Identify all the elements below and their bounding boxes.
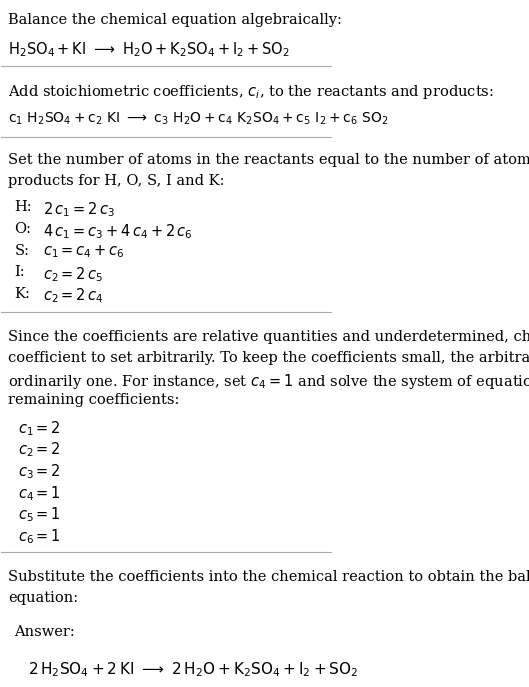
Text: coefficient to set arbitrarily. To keep the coefficients small, the arbitrary va: coefficient to set arbitrarily. To keep … <box>8 350 529 365</box>
Text: Substitute the coefficients into the chemical reaction to obtain the balanced: Substitute the coefficients into the che… <box>8 570 529 584</box>
Text: Since the coefficients are relative quantities and underdetermined, choose a: Since the coefficients are relative quan… <box>8 330 529 344</box>
Text: $\mathrm{c_1 \ H_2SO_4 + c_2 \ KI \ {\longrightarrow} \ c_3 \ H_2O + c_4 \ K_2SO: $\mathrm{c_1 \ H_2SO_4 + c_2 \ KI \ {\lo… <box>8 111 389 127</box>
Text: Set the number of atoms in the reactants equal to the number of atoms in the: Set the number of atoms in the reactants… <box>8 153 529 167</box>
Text: $c_4 = 1$: $c_4 = 1$ <box>18 484 61 503</box>
Text: $c_2 = 2\,c_5$: $c_2 = 2\,c_5$ <box>42 265 103 284</box>
Text: $c_1 = 2$: $c_1 = 2$ <box>18 419 61 438</box>
Text: O:: O: <box>15 222 32 236</box>
Text: $c_2 = 2$: $c_2 = 2$ <box>18 440 61 460</box>
Text: $c_1 = c_4 + c_6$: $c_1 = c_4 + c_6$ <box>42 244 124 260</box>
Text: I:: I: <box>15 265 25 279</box>
Text: $c_2 = 2\,c_4$: $c_2 = 2\,c_4$ <box>42 286 103 306</box>
Text: $\mathrm{H_2SO_4 + KI \ {\longrightarrow} \ H_2O + K_2SO_4 + I_2 + SO_2}$: $\mathrm{H_2SO_4 + KI \ {\longrightarrow… <box>8 41 290 59</box>
Text: ordinarily one. For instance, set $c_4 = 1$ and solve the system of equations fo: ordinarily one. For instance, set $c_4 =… <box>8 372 529 391</box>
Text: $c_6 = 1$: $c_6 = 1$ <box>18 527 61 545</box>
Text: Balance the chemical equation algebraically:: Balance the chemical equation algebraica… <box>8 12 342 27</box>
Text: $4\,c_1 = c_3 + 4\,c_4 + 2\,c_6$: $4\,c_1 = c_3 + 4\,c_4 + 2\,c_6$ <box>42 222 193 240</box>
Text: $c_3 = 2$: $c_3 = 2$ <box>18 462 61 481</box>
Text: K:: K: <box>15 286 31 301</box>
Text: equation:: equation: <box>8 591 78 605</box>
Text: Answer:: Answer: <box>15 624 75 639</box>
Text: remaining coefficients:: remaining coefficients: <box>8 393 179 407</box>
Text: $\mathrm{2\,H_2SO_4 + 2\,KI \ {\longrightarrow} \ 2\,H_2O + K_2SO_4 + I_2 + SO_2: $\mathrm{2\,H_2SO_4 + 2\,KI \ {\longrigh… <box>28 660 358 679</box>
Text: products for H, O, S, I and K:: products for H, O, S, I and K: <box>8 174 224 188</box>
Text: $2\,c_1 = 2\,c_3$: $2\,c_1 = 2\,c_3$ <box>42 201 114 219</box>
FancyBboxPatch shape <box>0 612 250 687</box>
Text: Add stoichiometric coefficients, $c_i$, to the reactants and products:: Add stoichiometric coefficients, $c_i$, … <box>8 83 494 101</box>
Text: H:: H: <box>15 201 32 214</box>
Text: $c_5 = 1$: $c_5 = 1$ <box>18 506 61 524</box>
Text: S:: S: <box>15 244 30 258</box>
